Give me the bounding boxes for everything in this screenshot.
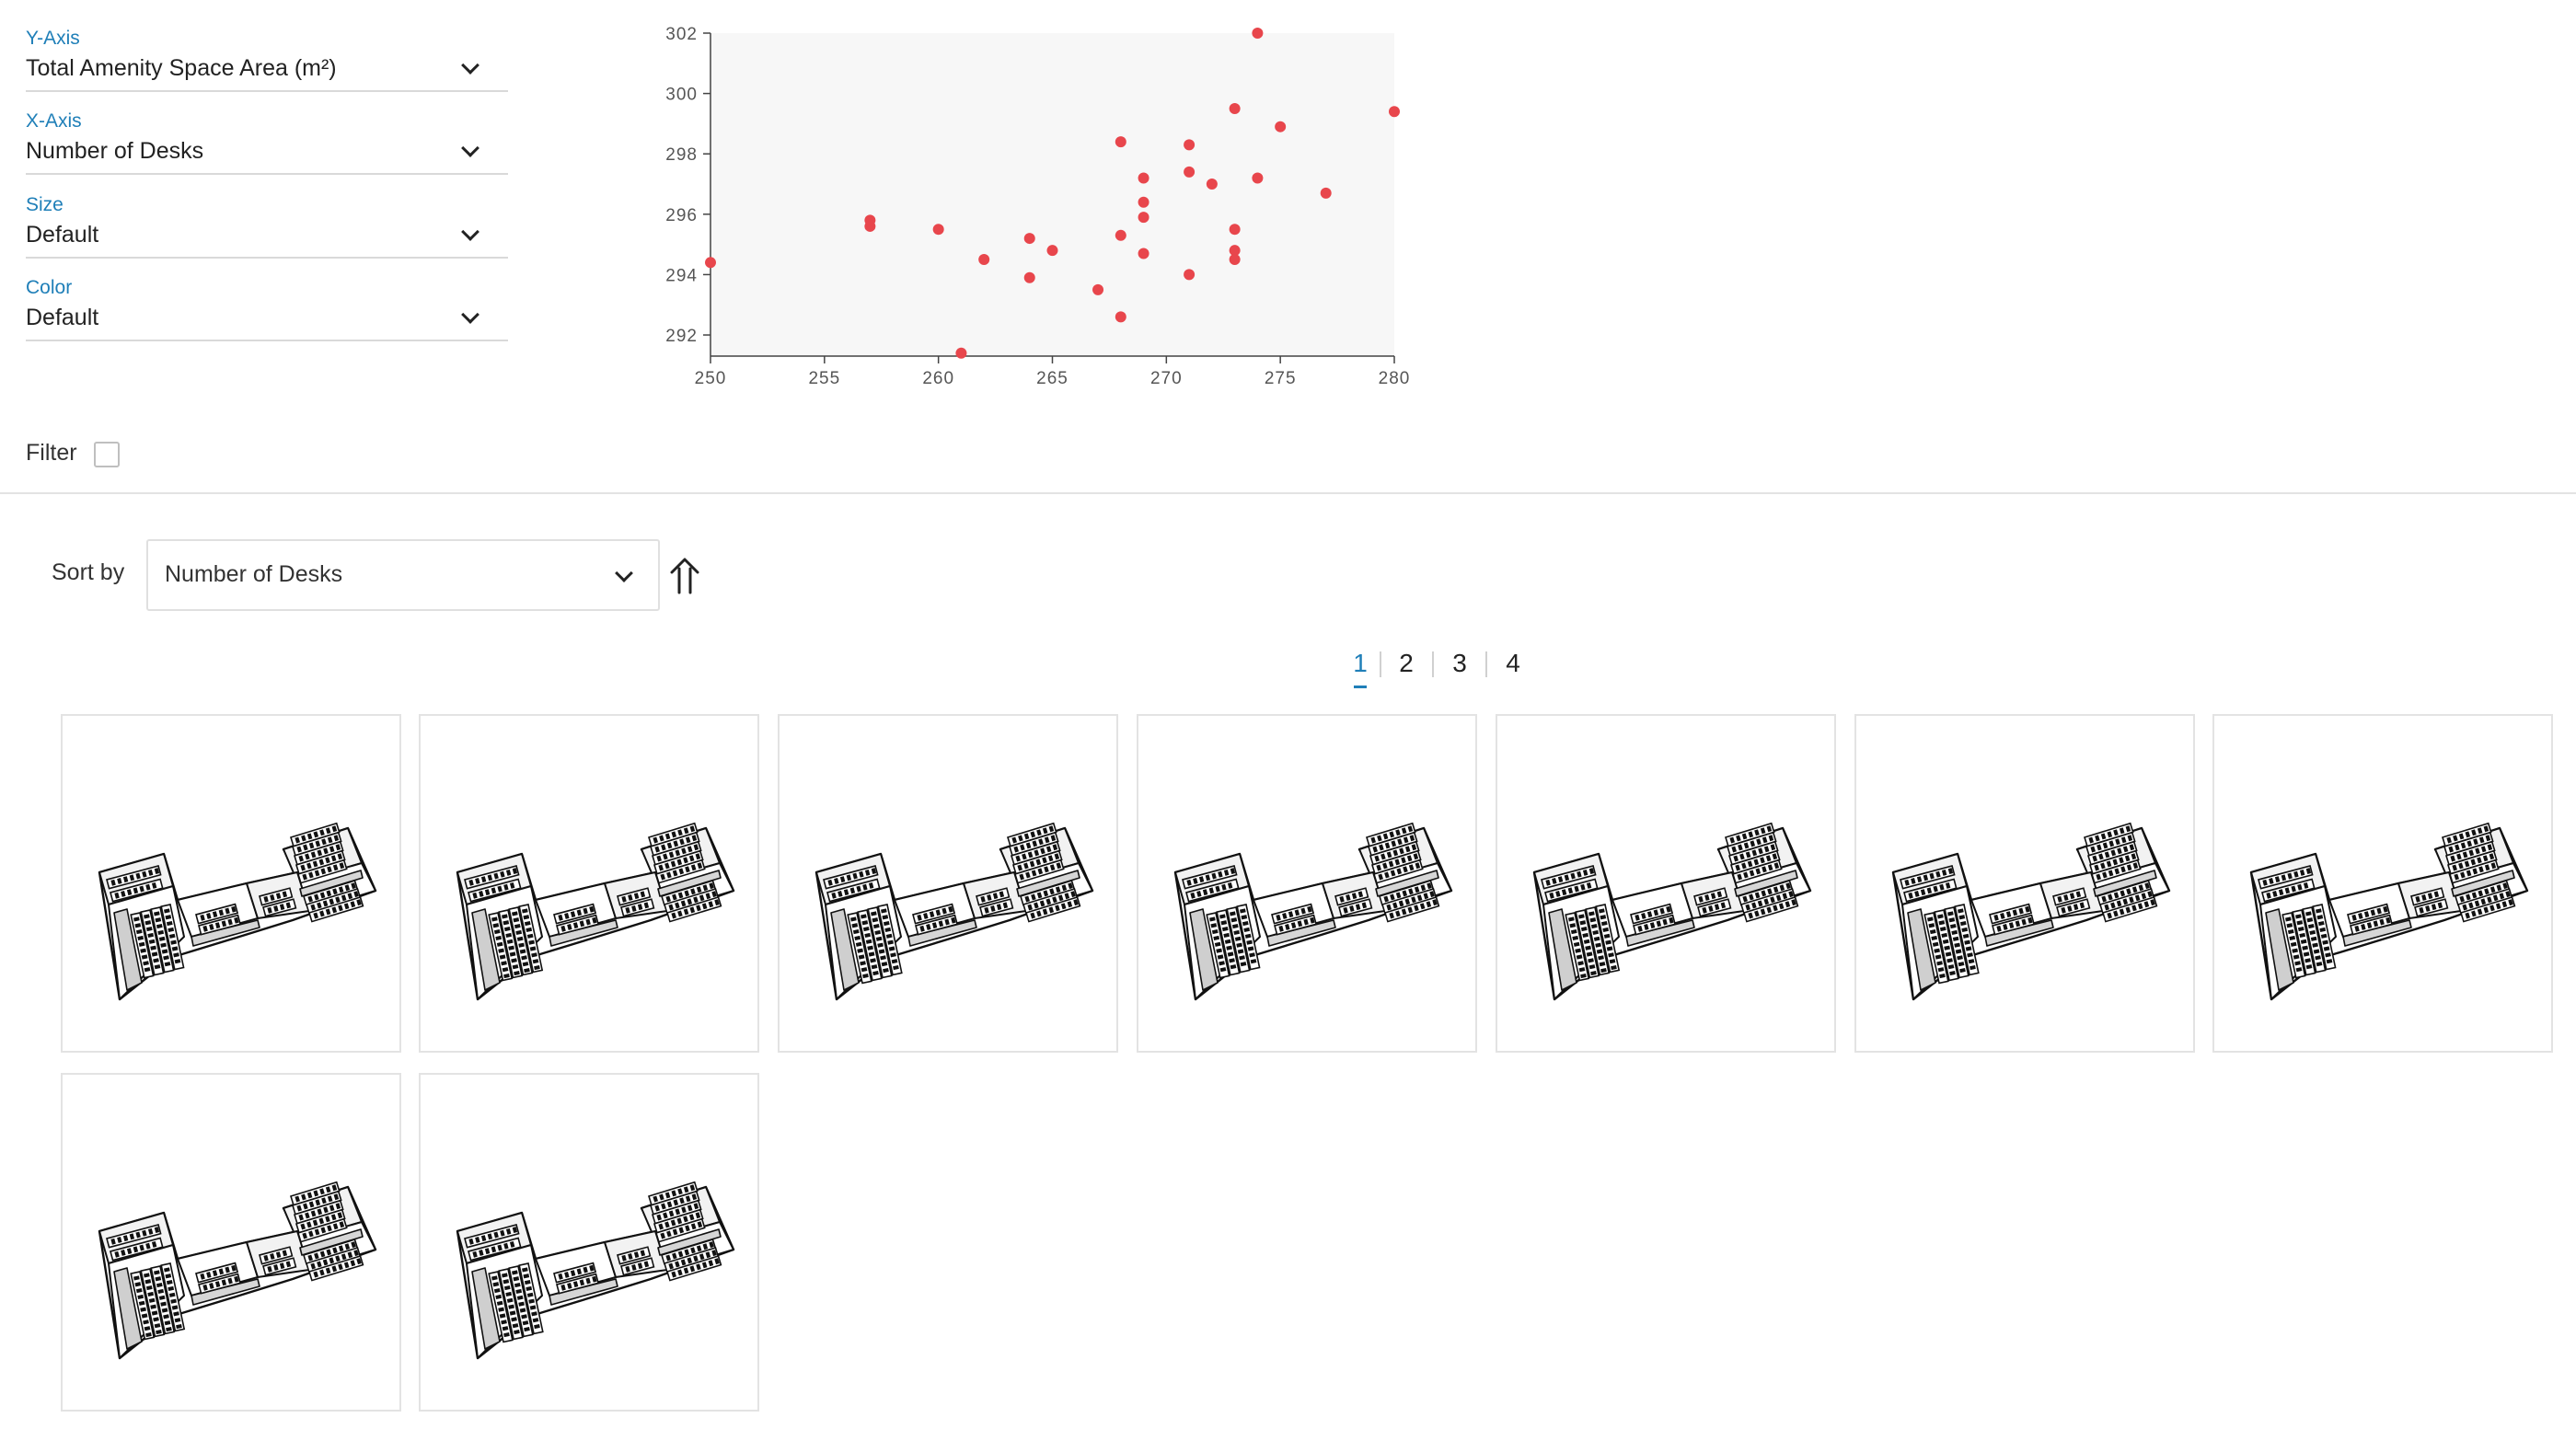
data-point	[1138, 172, 1149, 184]
x-tick-label: 270	[1150, 369, 1183, 388]
result-card[interactable]	[419, 1073, 759, 1412]
result-card[interactable]	[61, 1073, 401, 1412]
page-3[interactable]: 3	[1452, 649, 1467, 677]
y-axis-label: Y-Axis	[26, 28, 80, 49]
filter-checkbox[interactable]	[94, 442, 120, 467]
data-point	[932, 224, 944, 236]
page-separator	[1432, 651, 1434, 677]
data-point	[1229, 224, 1241, 236]
floor-plan-thumbnail	[1891, 822, 2171, 1001]
data-point	[705, 257, 716, 269]
data-point	[1092, 283, 1104, 295]
sort-label: Sort by	[52, 559, 125, 585]
data-point	[955, 347, 967, 359]
y-tick-label: 294	[665, 266, 698, 285]
data-point	[1206, 179, 1218, 190]
data-point	[978, 254, 990, 266]
chevron-down-icon	[461, 139, 479, 157]
result-card[interactable]	[1496, 714, 1836, 1053]
size-value: Default	[26, 222, 99, 248]
x-axis-value: Number of Desks	[26, 138, 204, 164]
chevron-down-icon	[615, 564, 633, 582]
result-card[interactable]	[1854, 714, 2195, 1053]
color-value: Default	[26, 305, 99, 330]
y-tick-label: 298	[665, 145, 698, 165]
size-select[interactable]: Default	[26, 216, 508, 259]
data-point	[1023, 271, 1035, 283]
y-tick-label: 296	[665, 206, 698, 225]
floor-plan-thumbnail	[98, 822, 377, 1001]
data-point	[1229, 254, 1241, 266]
page-2[interactable]: 2	[1399, 649, 1414, 677]
size-label: Size	[26, 194, 64, 215]
data-point	[1275, 121, 1287, 133]
color-select[interactable]: Default	[26, 299, 508, 341]
data-point	[1115, 136, 1126, 148]
result-card[interactable]	[61, 714, 401, 1053]
y-axis-value: Total Amenity Space Area (m²)	[26, 55, 337, 81]
floor-plan-thumbnail	[98, 1181, 377, 1360]
data-point	[1115, 229, 1126, 241]
data-point	[1252, 28, 1264, 39]
data-point	[1184, 166, 1196, 178]
data-point	[1184, 269, 1196, 281]
chevron-down-icon	[461, 56, 479, 75]
result-card[interactable]	[778, 714, 1118, 1053]
floor-plan-thumbnail	[2249, 822, 2529, 1001]
page-1[interactable]: 1	[1340, 646, 1380, 688]
chevron-down-icon	[461, 305, 479, 324]
sort-value: Number of Desks	[165, 561, 343, 587]
data-point	[1184, 139, 1196, 151]
y-tick-label: 300	[665, 86, 698, 105]
x-tick-label: 260	[922, 369, 954, 388]
data-point	[1138, 196, 1149, 208]
scatter-chart: 250 255 260 265 270 275 280 292 294 296 298 300 302	[665, 25, 1411, 388]
plot-area	[710, 33, 1394, 356]
floor-plan-thumbnail	[456, 1181, 735, 1360]
sort-select[interactable]: Number of Desks	[146, 539, 660, 611]
sort-direction-button[interactable]	[666, 556, 703, 596]
x-axis-label: X-Axis	[26, 110, 82, 132]
page-4[interactable]: 4	[1506, 649, 1520, 677]
x-axis-control: X-Axis Number of Desks	[26, 110, 508, 175]
data-point	[864, 220, 876, 232]
y-axis-select[interactable]: Total Amenity Space Area (m²)	[26, 50, 508, 92]
filter-label: Filter	[26, 440, 77, 466]
chevron-down-icon	[461, 223, 479, 241]
data-point	[1023, 233, 1035, 245]
color-label: Color	[26, 277, 73, 298]
data-point	[1115, 311, 1126, 323]
floor-plan-thumbnail	[814, 822, 1094, 1001]
page-separator	[1485, 651, 1487, 677]
x-tick-label: 255	[808, 369, 840, 388]
divider	[0, 492, 2576, 494]
data-point	[1046, 245, 1058, 257]
x-axis-select[interactable]: Number of Desks	[26, 133, 508, 175]
data-point	[1229, 245, 1241, 257]
arrow-up-icon	[670, 558, 699, 594]
data-point	[1229, 103, 1241, 115]
x-tick-label: 250	[695, 369, 727, 388]
size-control: Size Default	[26, 194, 508, 259]
data-point	[1389, 106, 1400, 118]
result-card[interactable]	[2212, 714, 2553, 1053]
floor-plan-thumbnail	[1173, 822, 1453, 1001]
data-point	[1252, 172, 1264, 184]
x-tick-label: 265	[1036, 369, 1069, 388]
floor-plan-thumbnail	[456, 822, 735, 1001]
page-separator	[1380, 651, 1381, 677]
color-control: Color Default	[26, 277, 508, 341]
y-tick-label: 302	[665, 25, 698, 44]
floor-plan-thumbnail	[1532, 822, 1812, 1001]
x-tick-label: 275	[1265, 369, 1297, 388]
y-tick-label: 292	[665, 327, 698, 346]
data-point	[1320, 187, 1332, 199]
data-point	[1138, 212, 1149, 224]
result-card[interactable]	[419, 714, 759, 1053]
y-axis-control: Y-Axis Total Amenity Space Area (m²)	[26, 28, 508, 92]
result-card[interactable]	[1137, 714, 1477, 1053]
x-tick-label: 280	[1379, 369, 1411, 388]
data-point	[1138, 248, 1149, 259]
